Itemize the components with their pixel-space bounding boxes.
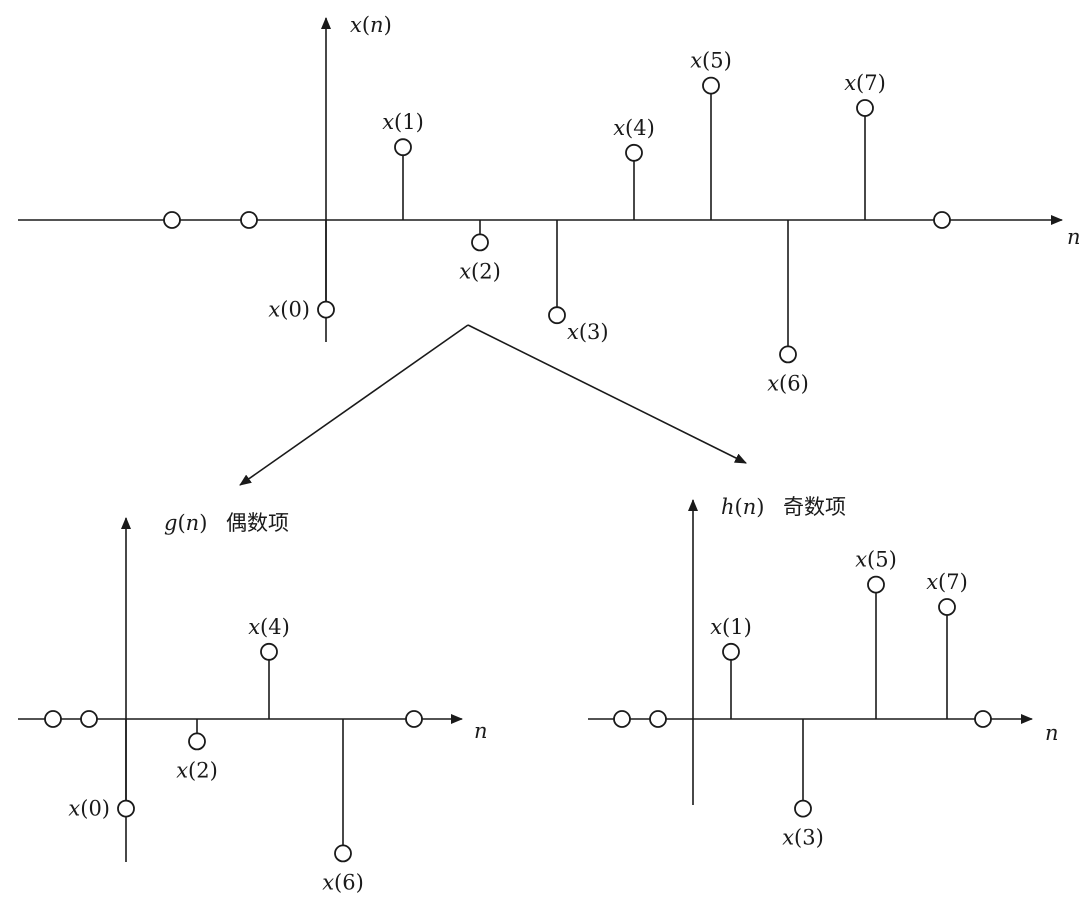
stem-label: x(3) <box>782 826 824 850</box>
stem-plot-original: x(n) n x(0) x(1) x(2) x(3) x(4) x(5) x(6) x(7) <box>18 13 1081 395</box>
stem-label: x(7) <box>844 71 886 95</box>
stem-marker <box>163 211 181 229</box>
axis-title-suffix: 奇数项 <box>783 495 846 519</box>
stem-marker <box>794 799 812 818</box>
stem-marker <box>856 99 874 117</box>
stem-label: x(3) <box>567 320 609 344</box>
stem-marker <box>405 710 423 728</box>
axis-title-suffix: 偶数项 <box>226 511 289 535</box>
stem-label: x(7) <box>926 570 968 594</box>
n-axis-label: n <box>1067 225 1081 249</box>
stem-label: x(2) <box>459 259 501 283</box>
stem-label: x(5) <box>690 49 732 73</box>
stem-label: x(1) <box>382 110 424 134</box>
stem-plots: x(n) n x(0) x(1) x(2) x(3) x(4) x(5) x(6) x(7) g(n… <box>18 13 1081 894</box>
stem-marker <box>117 799 135 818</box>
axis-title: h(n) <box>721 495 764 519</box>
stem-marker <box>471 233 489 252</box>
stem-marker <box>779 345 797 364</box>
stem-label: x(0) <box>68 797 110 821</box>
stem-label: x(5) <box>855 548 897 572</box>
n-axis-label: n <box>474 719 488 743</box>
stem-marker <box>394 138 412 157</box>
stem-label: x(4) <box>613 116 655 140</box>
axis-title: g(n) <box>164 511 207 535</box>
stem-marker <box>80 710 98 728</box>
stem-marker <box>702 76 720 95</box>
stem-marker <box>240 211 258 229</box>
stem-marker <box>260 642 278 661</box>
stem-label: x(2) <box>176 758 218 782</box>
split-arrow-right <box>467 324 747 464</box>
stem-label: x(6) <box>767 371 809 395</box>
stem-marker <box>188 732 206 751</box>
stem-marker <box>649 710 667 728</box>
stem-marker <box>44 710 62 728</box>
stem-marker <box>613 710 631 728</box>
split-arrow-left <box>239 324 469 486</box>
stem-marker <box>974 710 992 728</box>
stem-label: x(4) <box>248 615 290 639</box>
stem-marker <box>867 575 885 594</box>
n-axis-label: n <box>1045 721 1059 745</box>
stem-marker <box>722 642 740 661</box>
stem-marker <box>625 143 643 162</box>
stem-marker <box>933 211 951 229</box>
stem-marker <box>317 300 335 319</box>
stem-plot-even: g(n) 偶数项 n x(0) x(2) x(4) x(6) <box>18 511 488 894</box>
stem-label: x(1) <box>710 615 752 639</box>
axis-title: x(n) <box>350 13 392 37</box>
stem-marker <box>334 844 352 863</box>
stem-marker <box>938 598 956 616</box>
stem-plot-odd: h(n) 奇数项 n x(1) x(3) x(5) x(7) <box>588 495 1059 850</box>
stem-marker <box>548 306 566 325</box>
stem-label: x(6) <box>322 870 364 894</box>
stem-label: x(0) <box>268 298 310 322</box>
